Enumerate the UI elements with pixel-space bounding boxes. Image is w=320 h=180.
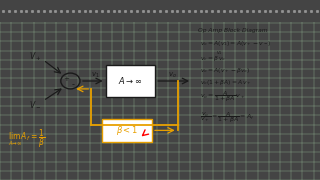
FancyBboxPatch shape	[106, 65, 155, 97]
Text: $v_o = A(v_+ - \beta v_o)$: $v_o = A(v_+ - \beta v_o)$	[200, 66, 250, 75]
Text: $A \rightarrow \infty$: $A \rightarrow \infty$	[118, 75, 143, 87]
Text: $v_o = A(v_1) = A(v_+ - v_-)$: $v_o = A(v_1) = A(v_+ - v_-)$	[200, 39, 271, 48]
Text: $v_c = \beta\,v_o$: $v_c = \beta\,v_o$	[200, 54, 226, 63]
Text: $V_-$: $V_-$	[29, 99, 41, 109]
FancyBboxPatch shape	[102, 119, 152, 142]
Text: +: +	[64, 76, 69, 82]
Text: $v_1$: $v_1$	[216, 49, 223, 57]
Text: $V_+$: $V_+$	[29, 50, 41, 63]
Text: $v_1$: $v_1$	[91, 71, 100, 80]
Text: -: -	[71, 80, 75, 89]
Text: $\lim_{A \to \infty} A_f = \dfrac{1}{\beta}$: $\lim_{A \to \infty} A_f = \dfrac{1}{\be…	[8, 128, 46, 150]
Text: $\beta < 1$: $\beta < 1$	[116, 124, 138, 137]
Text: $\dfrac{v_o}{v_+} = \dfrac{A}{1 + \beta A} = A_f$: $\dfrac{v_o}{v_+} = \dfrac{A}{1 + \beta …	[200, 111, 254, 125]
Text: $v_o$: $v_o$	[168, 71, 177, 80]
Text: $v_o = \dfrac{A}{1 + \beta A}\,v_+$: $v_o = \dfrac{A}{1 + \beta A}\,v_+$	[200, 89, 246, 104]
Text: $v_o(1 + \beta A) = A\,v_+$: $v_o(1 + \beta A) = A\,v_+$	[200, 78, 252, 87]
Text: Op Amp Block Diagram: Op Amp Block Diagram	[198, 28, 268, 33]
